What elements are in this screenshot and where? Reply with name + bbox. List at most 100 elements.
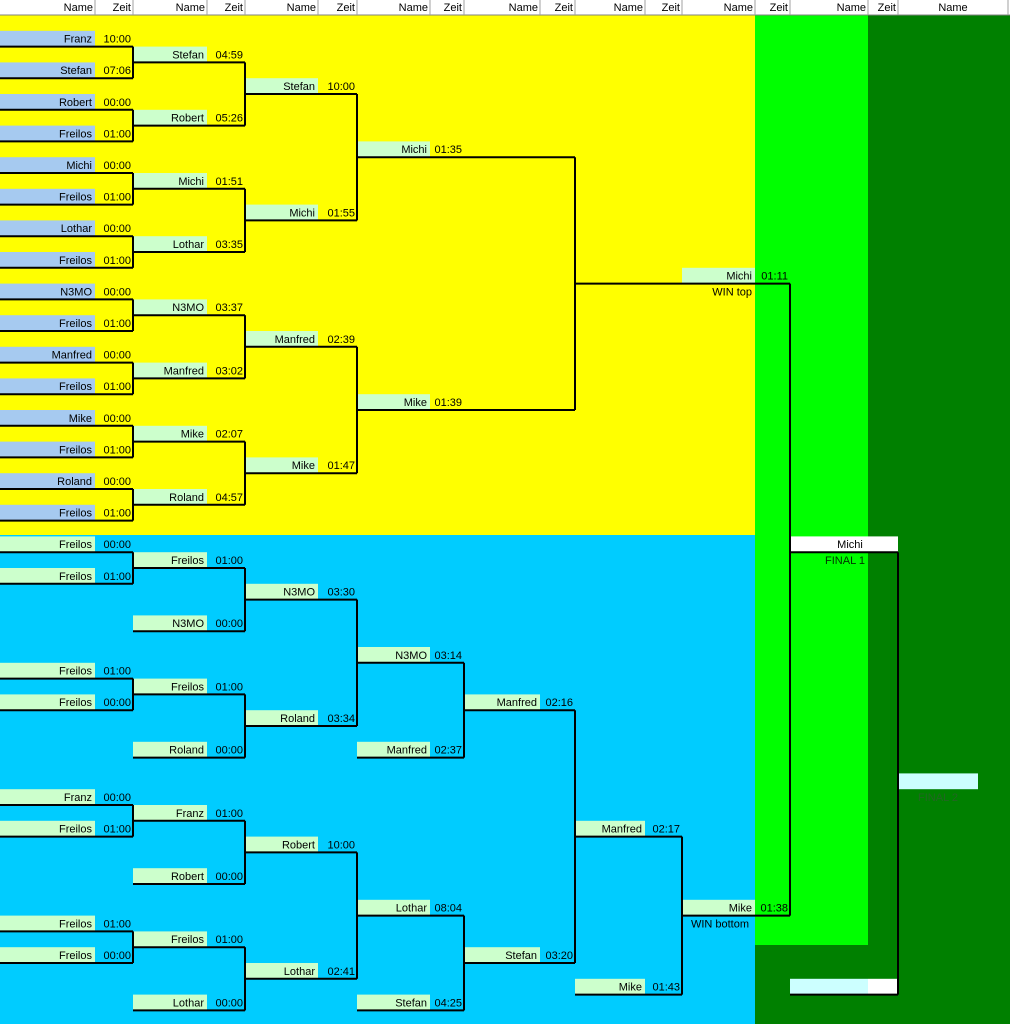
player-name: Stefan — [283, 81, 315, 93]
player-name: Manfred — [497, 697, 537, 709]
header-label: Name — [614, 2, 643, 14]
player-name: Lothar — [173, 239, 205, 251]
header-label: Zeit — [555, 2, 573, 14]
upper-area — [0, 15, 755, 535]
name-cell — [133, 994, 207, 1011]
player-time: 01:38 — [760, 903, 788, 915]
player-time: 10:00 — [103, 34, 131, 46]
player-name: Freilos — [59, 192, 93, 204]
player-name: N3MO — [395, 650, 427, 662]
name-cell — [133, 552, 207, 568]
player-name: Manfred — [164, 365, 204, 377]
player-time: 00:00 — [103, 97, 131, 109]
lower-area — [0, 535, 755, 1024]
name-cell — [0, 947, 95, 963]
name-cell — [133, 362, 207, 379]
player-name: Robert — [171, 871, 204, 883]
name-cell — [0, 378, 95, 395]
header-label: Name — [64, 2, 93, 14]
player-name: Freilos — [59, 918, 93, 930]
player-name: Manfred — [602, 824, 642, 836]
player-name: Mike — [181, 429, 204, 441]
player-time: 01:00 — [215, 555, 243, 567]
player-name: Freilos — [59, 318, 93, 330]
player-time: 04:59 — [215, 49, 243, 61]
player-name: Freilos — [59, 666, 93, 678]
player-name: Manfred — [387, 745, 427, 757]
player-time: 07:06 — [103, 65, 131, 77]
player-time: 05:26 — [215, 113, 243, 125]
player-name: Michi — [178, 176, 204, 188]
player-time: 01:00 — [103, 824, 131, 836]
name-cell — [357, 141, 430, 158]
player-time: 01:39 — [434, 397, 462, 409]
player-time: 03:35 — [215, 239, 243, 251]
name-cell — [245, 836, 318, 853]
name-cell — [133, 299, 207, 316]
player-time: 08:04 — [434, 903, 462, 915]
name-cell — [357, 647, 430, 663]
final-2-cell — [898, 773, 978, 790]
header-label: Zeit — [770, 2, 788, 14]
name-cell — [133, 489, 207, 505]
player-time: 04:57 — [215, 492, 243, 504]
player-time: 02:41 — [327, 966, 355, 978]
player-time: 01:00 — [103, 571, 131, 583]
name-cell — [0, 188, 95, 205]
player-name: Freilos — [59, 255, 93, 267]
player-name: Freilos — [59, 950, 93, 962]
name-cell — [245, 963, 318, 979]
player-time: 04:25 — [434, 997, 462, 1009]
win-label: WIN top — [712, 286, 752, 298]
player-time: 03:37 — [215, 302, 243, 314]
player-name: Freilos — [171, 934, 205, 946]
player-name: Michi — [401, 144, 427, 156]
player-time: 10:00 — [327, 81, 355, 93]
player-name: Stefan — [505, 950, 537, 962]
player-time: 03:14 — [434, 650, 462, 662]
player-time: 01:00 — [103, 508, 131, 520]
name-cell — [0, 915, 95, 932]
player-time: 02:17 — [652, 824, 680, 836]
player-time: 00:00 — [103, 413, 131, 425]
name-cell — [0, 820, 95, 837]
player-name: Lothar — [173, 997, 205, 1009]
name-cell — [0, 694, 95, 711]
player-time: 00:00 — [103, 286, 131, 298]
player-name: Stefan — [395, 997, 427, 1009]
player-time: 01:00 — [103, 444, 131, 456]
player-name: Roland — [169, 492, 204, 504]
header-label: Zeit — [444, 2, 462, 14]
name-cell — [133, 741, 207, 758]
player-time: 03:02 — [215, 365, 243, 377]
player-name: Lothar — [284, 966, 316, 978]
player-time: 01:00 — [103, 192, 131, 204]
player-name: Freilos — [59, 539, 93, 551]
name-cell — [0, 568, 95, 584]
header-label: Zeit — [337, 2, 355, 14]
name-cell — [133, 931, 207, 948]
name-cell — [133, 425, 207, 442]
player-time: 01:00 — [103, 128, 131, 140]
win-label: WIN bottom — [691, 918, 749, 930]
header-label: Name — [509, 2, 538, 14]
player-time: 01:47 — [327, 460, 355, 472]
player-name: Manfred — [52, 350, 92, 362]
header-label: Zeit — [662, 2, 680, 14]
player-time: 00:00 — [103, 697, 131, 709]
player-time: 01:00 — [215, 681, 243, 693]
player-time: 01:00 — [103, 666, 131, 678]
player-name: Freilos — [59, 697, 93, 709]
empty-cell — [790, 978, 868, 995]
header-label: Name — [176, 2, 205, 14]
player-name: Roland — [57, 476, 92, 488]
player-time: 01:00 — [103, 918, 131, 930]
player-name: N3MO — [172, 302, 204, 314]
player-name: Franz — [176, 808, 204, 820]
player-name: Franz — [64, 792, 92, 804]
player-time: 01:11 — [761, 271, 788, 283]
player-time: 01:55 — [327, 207, 355, 219]
name-cell — [0, 125, 95, 142]
